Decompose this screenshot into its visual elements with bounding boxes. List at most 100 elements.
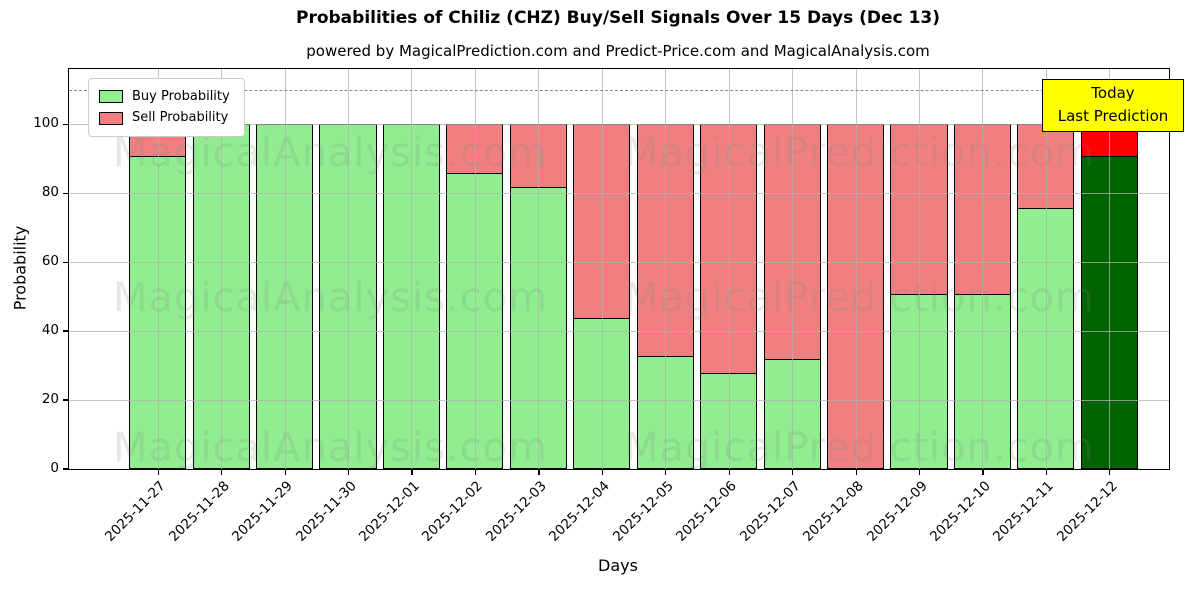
sell-bar-segment [446, 124, 504, 175]
y-tick-label: 40 [41, 322, 59, 339]
legend-item-sell: Sell Probability [99, 107, 230, 128]
y-tick-label: 20 [41, 391, 59, 408]
x-tick-label: 2025-11-27 [102, 478, 170, 545]
y-tick-mark [63, 123, 69, 125]
legend-item-buy: Buy Probability [99, 86, 230, 107]
x-tick-mark [348, 470, 350, 475]
x-tick-label: 2025-12-08 [800, 478, 867, 545]
bar-slot: 2025-12-02 [419, 69, 506, 545]
bar-slot: 2025-12-04 [546, 69, 633, 545]
today-annotation: Today Last Prediction [1042, 79, 1184, 132]
buy-bar-segment [192, 124, 250, 469]
sell-bar-segment [763, 124, 821, 361]
x-tick-label: 2025-12-06 [673, 478, 740, 545]
x-tick-mark [1045, 470, 1048, 475]
bar-slot: 2025-12-03 [483, 69, 570, 545]
x-tick-mark [665, 470, 667, 475]
buy-bar-segment [1017, 206, 1075, 469]
buy-bar-segment [763, 358, 821, 469]
buy-bar-segment [700, 372, 758, 469]
bar-slot: 2025-11-30 [293, 69, 379, 545]
sell-bar-segment [509, 124, 567, 188]
sell-bar-segment [1017, 124, 1075, 209]
legend-swatch-buy [99, 90, 123, 104]
bar-slot: 2025-12-11 [990, 69, 1077, 545]
x-tick-mark [474, 470, 477, 475]
buy-bar-segment [509, 186, 567, 469]
y-tick-label: 100 [33, 115, 59, 132]
buy-bar-segment [256, 124, 314, 469]
legend: Buy Probability Sell Probability [88, 78, 245, 137]
bar-slot: 2025-12-08 [800, 69, 887, 545]
x-tick-mark [728, 470, 730, 475]
sell-bar-segment [636, 124, 694, 357]
buy-bar-segment [319, 124, 377, 469]
x-tick-label: 2025-11-30 [292, 478, 360, 545]
buy-bar-segment [573, 317, 631, 469]
bar-slot: 2025-11-28 [166, 69, 252, 545]
y-tick-label: 80 [41, 184, 59, 201]
y-tick-mark [63, 192, 69, 194]
chart-title: Probabilities of Chiliz (CHZ) Buy/Sell S… [295, 8, 941, 28]
x-tick-label: 2025-11-29 [229, 478, 296, 545]
x-tick-mark [221, 470, 223, 475]
today-annotation-line1: Today [1091, 84, 1135, 102]
x-tick-mark [601, 470, 603, 475]
bar-slot: 2025-12-09 [863, 69, 950, 545]
x-tick-mark [918, 470, 921, 475]
bar-slot: 2025-12-10 [927, 69, 1014, 545]
bar-slot: 2025-12-06 [673, 69, 760, 545]
x-tick-label: 2025-12-04 [546, 478, 614, 545]
bar-slot: 2025-11-27 [102, 69, 189, 545]
bar-slot: 2025-12-12 [1054, 69, 1141, 545]
x-tick-label: 2025-12-01 [355, 478, 423, 545]
x-tick-label: 2025-12-05 [609, 478, 677, 545]
bar-slot: 2025-12-07 [737, 69, 823, 545]
sell-bar-segment [826, 124, 885, 469]
buy-bar-segment [129, 155, 187, 469]
sell-bar-segment [700, 124, 758, 375]
x-tick-label: 2025-12-11 [990, 478, 1058, 545]
sell-bar-segment [890, 124, 948, 295]
x-tick-mark [982, 470, 984, 475]
legend-label-sell: Sell Probability [132, 110, 229, 126]
y-tick-mark [63, 468, 69, 470]
x-tick-mark [157, 470, 159, 475]
y-tick-label: 0 [50, 460, 59, 476]
y-tick-mark [63, 399, 69, 401]
plot-area: 2025-11-27 2025-11-28 2025-11-29 2025-11-30… [33, 68, 1184, 545]
buy-bar-segment [1080, 155, 1138, 469]
buy-bar-segment [953, 293, 1011, 469]
chart-subtitle: powered by MagicalPrediction.com and Pre… [306, 42, 930, 60]
y-tick-label: 60 [41, 253, 59, 270]
x-tick-label: 2025-12-12 [1053, 478, 1121, 545]
today-annotation-line2: Last Prediction [1057, 107, 1169, 126]
y-tick-mark [63, 330, 69, 332]
buy-bar-segment [382, 124, 441, 469]
x-tick-mark [1109, 470, 1111, 475]
x-tick-mark [284, 470, 286, 475]
buy-bar-segment [446, 172, 504, 469]
x-tick-label: 2025-12-10 [926, 478, 994, 545]
x-tick-mark [411, 470, 413, 475]
y-tick-mark [63, 261, 69, 263]
bar-slot: 2025-12-01 [356, 69, 443, 545]
x-tick-label: 2025-12-03 [482, 478, 550, 545]
x-tick-mark [538, 470, 540, 475]
x-axis-label: Days [598, 556, 638, 575]
buy-bar-segment [636, 355, 694, 469]
bar-slot: 2025-11-29 [229, 69, 316, 545]
legend-swatch-sell [99, 111, 123, 125]
x-tick-label: 2025-12-09 [863, 478, 931, 545]
bar-slot: 2025-12-05 [610, 69, 697, 545]
bars-container: 2025-11-27 2025-11-28 2025-11-29 2025-11-30… [102, 69, 1141, 545]
sell-bar-segment [953, 124, 1011, 295]
x-tick-label: 2025-12-02 [419, 478, 487, 545]
buy-bar-segment [890, 293, 948, 469]
x-tick-mark [855, 470, 857, 475]
x-tick-label: 2025-12-07 [736, 478, 804, 545]
legend-label-buy: Buy Probability [132, 89, 230, 104]
x-tick-mark [792, 470, 794, 475]
sell-bar-segment [573, 124, 631, 319]
